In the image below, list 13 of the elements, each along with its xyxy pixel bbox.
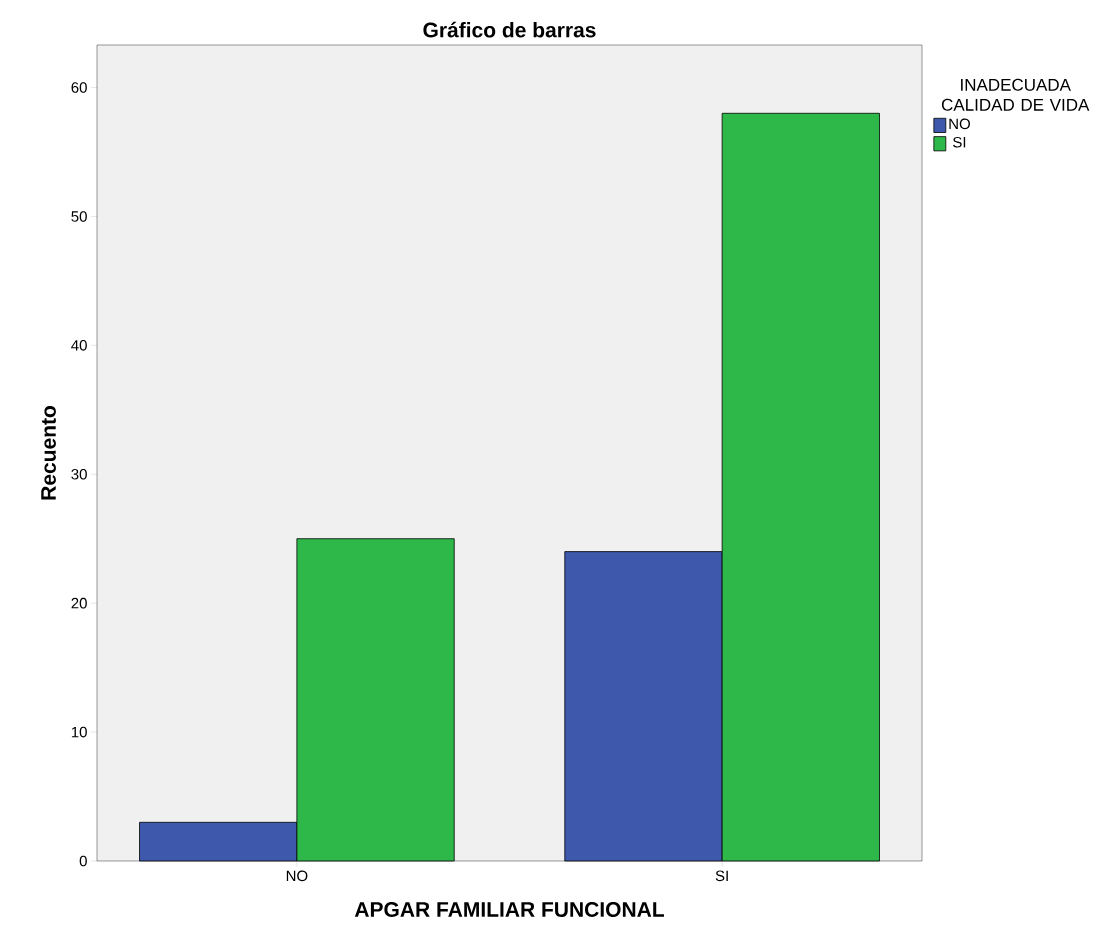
legend-title: INADECUADA CALIDAD DE VIDA (941, 78, 1090, 111)
chart-title: Gráfico de barras (423, 21, 596, 38)
y-tick-label: 40 (71, 340, 87, 351)
y-tick-label: 20 (71, 597, 87, 609)
y-tick-label: 30 (71, 468, 87, 480)
y-tick-label: 10 (71, 726, 87, 738)
y-tick-label: 50 (71, 211, 87, 222)
legend-label: SI (953, 136, 966, 148)
y-tick-label: 0 (79, 855, 87, 867)
x-axis-title: APGAR FAMILIAR FUNCIONAL (354, 902, 664, 917)
y-tick-label: 60 (71, 82, 87, 93)
y-axis-title: Recuento (41, 405, 56, 500)
legend-label: NO (949, 118, 970, 130)
